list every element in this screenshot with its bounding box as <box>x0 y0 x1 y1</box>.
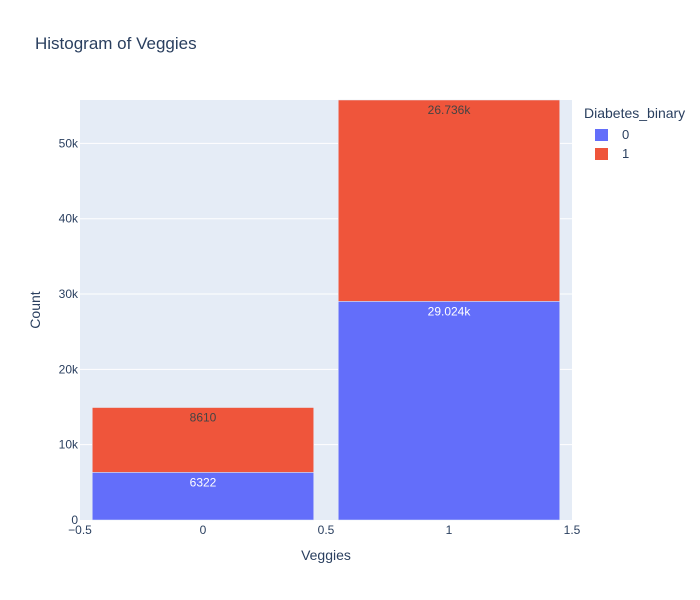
bars <box>92 99 560 521</box>
legend-label: 1 <box>622 146 630 161</box>
bar-series-1-x-1 <box>338 99 560 302</box>
y-axis-title: Count <box>27 291 43 328</box>
bar-series-0-x-0 <box>92 472 314 521</box>
x-axis-title: Veggies <box>301 547 351 563</box>
y-tick-label: 30k <box>59 287 79 301</box>
bar-labels: 6322 8610 29.024k 26.736k <box>190 103 472 489</box>
bar-label-series-0-x-1: 29.024k <box>428 304 472 318</box>
legend-item-0[interactable]: 0 <box>595 125 685 144</box>
x-tick-label: 0.5 <box>318 523 335 537</box>
x-tick-label: 0 <box>200 523 207 537</box>
legend-swatch <box>595 128 608 141</box>
bar-series-0-x-1 <box>338 301 560 521</box>
x-tick-label: 1 <box>446 523 453 537</box>
bar-series-1-x-0 <box>92 407 314 473</box>
y-tick-label: 50k <box>59 136 79 150</box>
chart-title: Histogram of Veggies <box>35 34 197 53</box>
legend-title: Diabetes_binary <box>584 105 686 121</box>
y-axis-ticks: 0 10k 20k 30k 40k 50k <box>59 136 79 527</box>
bar-label-series-0-x-0: 6322 <box>190 475 217 489</box>
bar-label-series-1-x-1: 26.736k <box>428 103 472 117</box>
legend-item-1[interactable]: 1 <box>595 144 685 163</box>
y-tick-label: 20k <box>59 362 79 376</box>
x-tick-label: −0.5 <box>68 523 92 537</box>
x-tick-label: 1.5 <box>564 523 581 537</box>
y-tick-label: 0 <box>71 513 78 527</box>
bar-label-series-1-x-0: 8610 <box>190 411 217 425</box>
y-tick-label: 40k <box>59 212 79 226</box>
y-tick-label: 10k <box>59 438 79 452</box>
x-axis-ticks: −0.5 0 0.5 1 1.5 <box>68 523 581 537</box>
legend-swatch <box>595 147 608 160</box>
legend-label: 0 <box>622 127 630 142</box>
